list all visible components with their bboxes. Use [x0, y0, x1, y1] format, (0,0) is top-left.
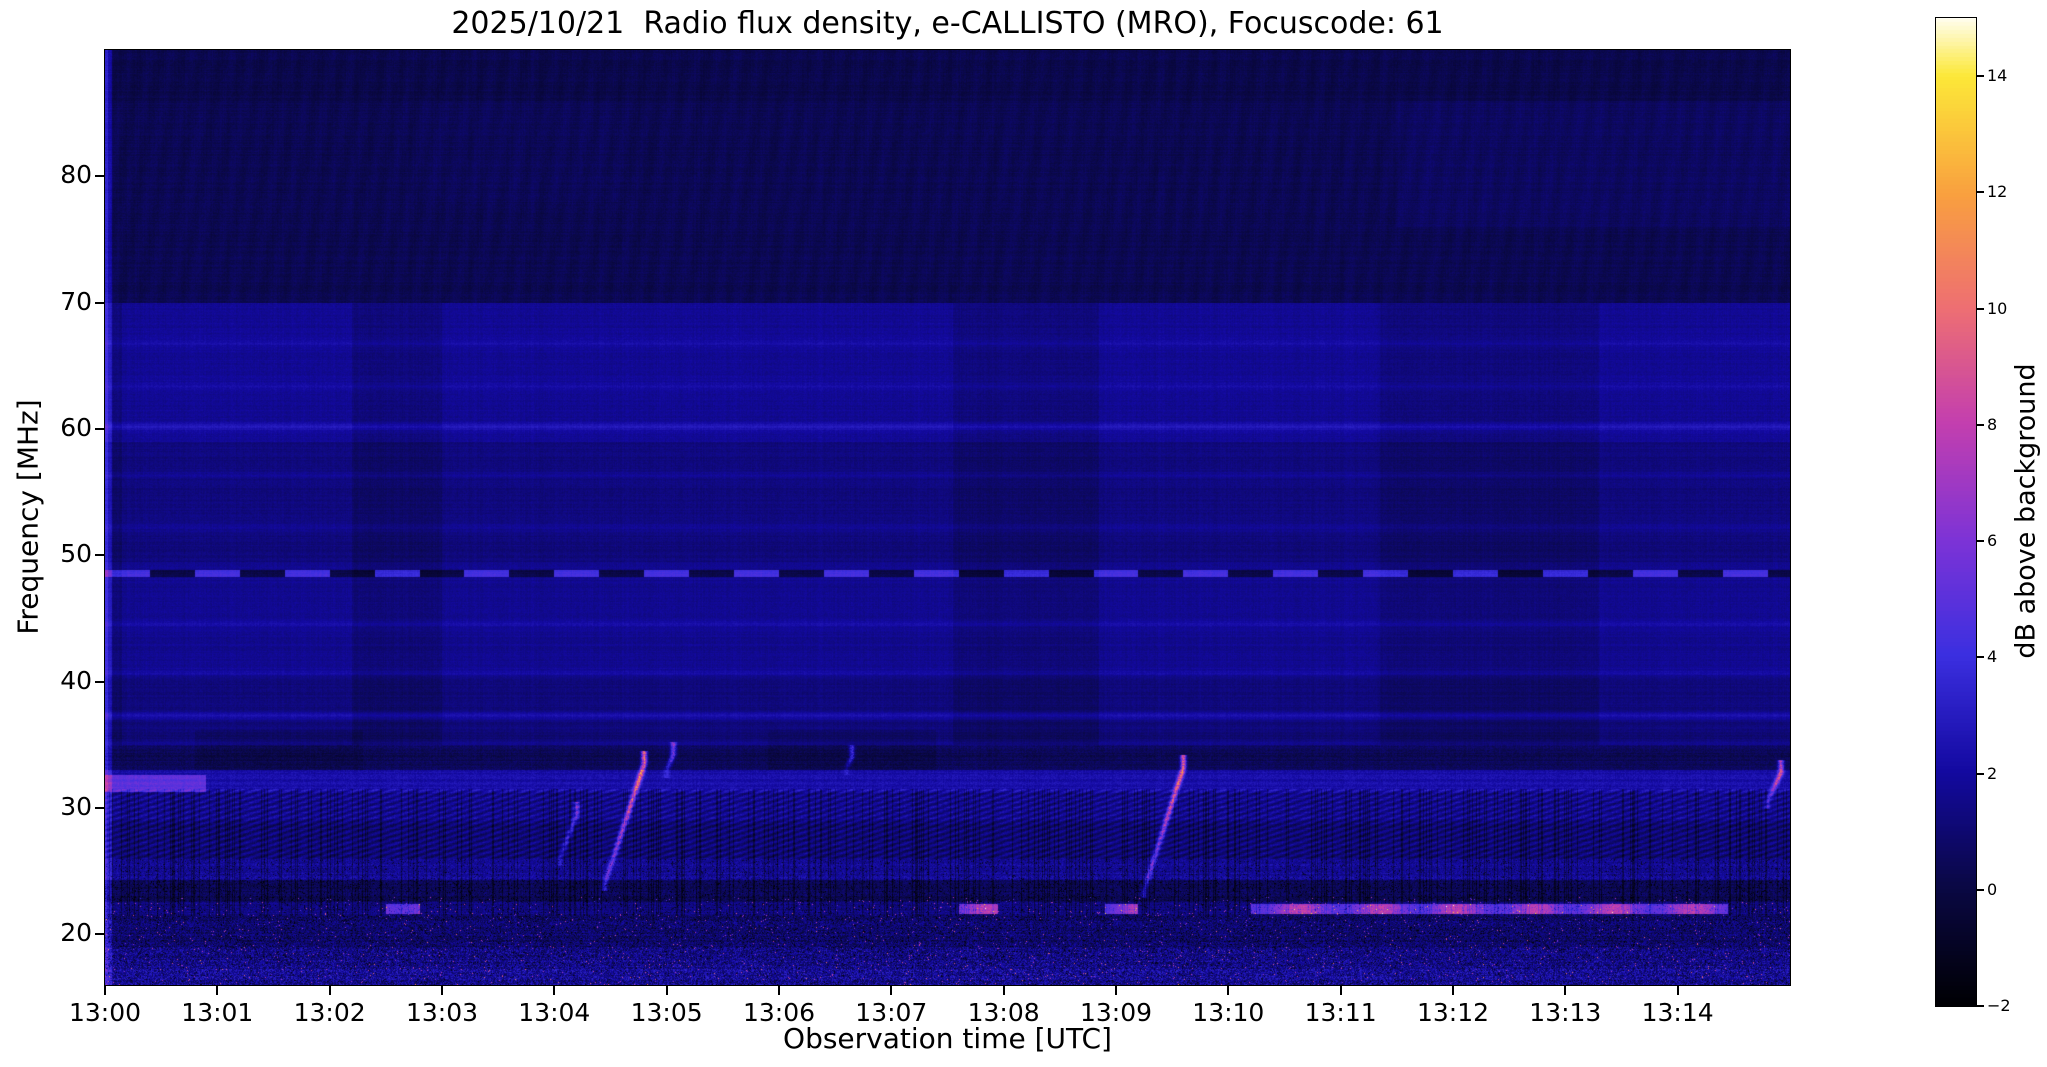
colorbar	[1935, 17, 1977, 1007]
x-tick-mark	[890, 986, 893, 995]
colorbar-tick-mark	[1977, 75, 1984, 78]
x-tick-label: 13:03	[405, 998, 479, 1027]
y-tick-label: 40	[60, 665, 92, 695]
colorbar-tick-mark	[1977, 191, 1984, 194]
x-tick-mark	[328, 986, 331, 995]
y-tick-mark	[95, 680, 104, 683]
colorbar-tick-label: 10	[1987, 298, 2008, 318]
colorbar-tick-mark	[1977, 656, 1984, 659]
x-tick-label: 13:14	[1641, 998, 1714, 1027]
x-tick-label: 13:01	[181, 998, 254, 1027]
y-tick-label: 30	[60, 792, 92, 822]
x-tick-mark	[216, 986, 219, 995]
x-tick-label: 13:05	[630, 998, 703, 1027]
x-tick-mark	[1564, 986, 1567, 995]
y-tick-mark	[95, 428, 104, 431]
colorbar-tick-mark	[1977, 772, 1984, 775]
x-tick-mark	[1227, 986, 1230, 995]
colorbar-tick-mark	[1977, 540, 1984, 543]
x-tick-label: 13:09	[1079, 998, 1153, 1027]
x-tick-mark	[1339, 986, 1342, 995]
colorbar-tick-mark	[1977, 307, 1984, 310]
colorbar-tick-label: 2	[1987, 763, 1998, 783]
colorbar-tick-mark	[1977, 423, 1984, 426]
x-tick-label: 13:13	[1529, 998, 1602, 1027]
x-tick-mark	[553, 986, 556, 995]
x-tick-mark	[104, 986, 106, 995]
y-tick-label: 50	[60, 539, 92, 569]
x-tick-mark	[1452, 986, 1454, 995]
y-tick-label: 80	[60, 160, 92, 190]
x-tick-label: 13:10	[1192, 998, 1265, 1027]
spectrogram-canvas	[105, 50, 1790, 985]
colorbar-tick-label: 6	[1987, 531, 1998, 551]
x-tick-label: 13:04	[518, 998, 591, 1027]
y-tick-mark	[95, 807, 104, 810]
x-tick-mark	[1002, 986, 1005, 995]
x-tick-label: 13:02	[293, 998, 366, 1027]
x-tick-mark	[778, 986, 780, 995]
x-tick-label: 13:11	[1304, 998, 1377, 1027]
chart-title: 2025/10/21 Radio flux density, e-CALLIST…	[451, 6, 1444, 41]
colorbar-canvas	[1936, 18, 1976, 1006]
y-tick-mark	[95, 554, 104, 557]
colorbar-tick-label: 14	[1987, 66, 2008, 86]
x-tick-mark	[441, 986, 443, 995]
colorbar-tick-mark	[1977, 1005, 1984, 1007]
y-tick-mark	[95, 175, 104, 178]
plot-frame	[104, 49, 1791, 986]
colorbar-tick-label: 0	[1987, 879, 1998, 899]
colorbar-tick-label: 12	[1987, 182, 2008, 202]
x-tick-label: 13:12	[1416, 998, 1490, 1027]
y-tick-label: 70	[60, 286, 92, 316]
colorbar-tick-mark	[1977, 888, 1984, 891]
y-tick-mark	[95, 301, 104, 304]
x-axis-label: Observation time [UTC]	[783, 1022, 1112, 1055]
colorbar-label: dB above background	[2010, 363, 2042, 659]
x-tick-label: 13:00	[68, 998, 142, 1027]
colorbar-tick-label: −2	[1987, 996, 2011, 1015]
y-tick-label: 20	[60, 918, 92, 948]
y-tick-label: 60	[60, 413, 92, 443]
x-tick-label: 13:08	[967, 998, 1040, 1027]
colorbar-tick-label: 4	[1987, 647, 1998, 667]
colorbar-tick-label: 8	[1987, 414, 1998, 434]
x-tick-mark	[665, 986, 668, 995]
x-tick-mark	[1115, 986, 1117, 995]
x-tick-mark	[1676, 986, 1679, 995]
y-tick-mark	[95, 933, 104, 936]
x-tick-label: 13:06	[742, 998, 816, 1027]
x-tick-label: 13:07	[855, 998, 928, 1027]
